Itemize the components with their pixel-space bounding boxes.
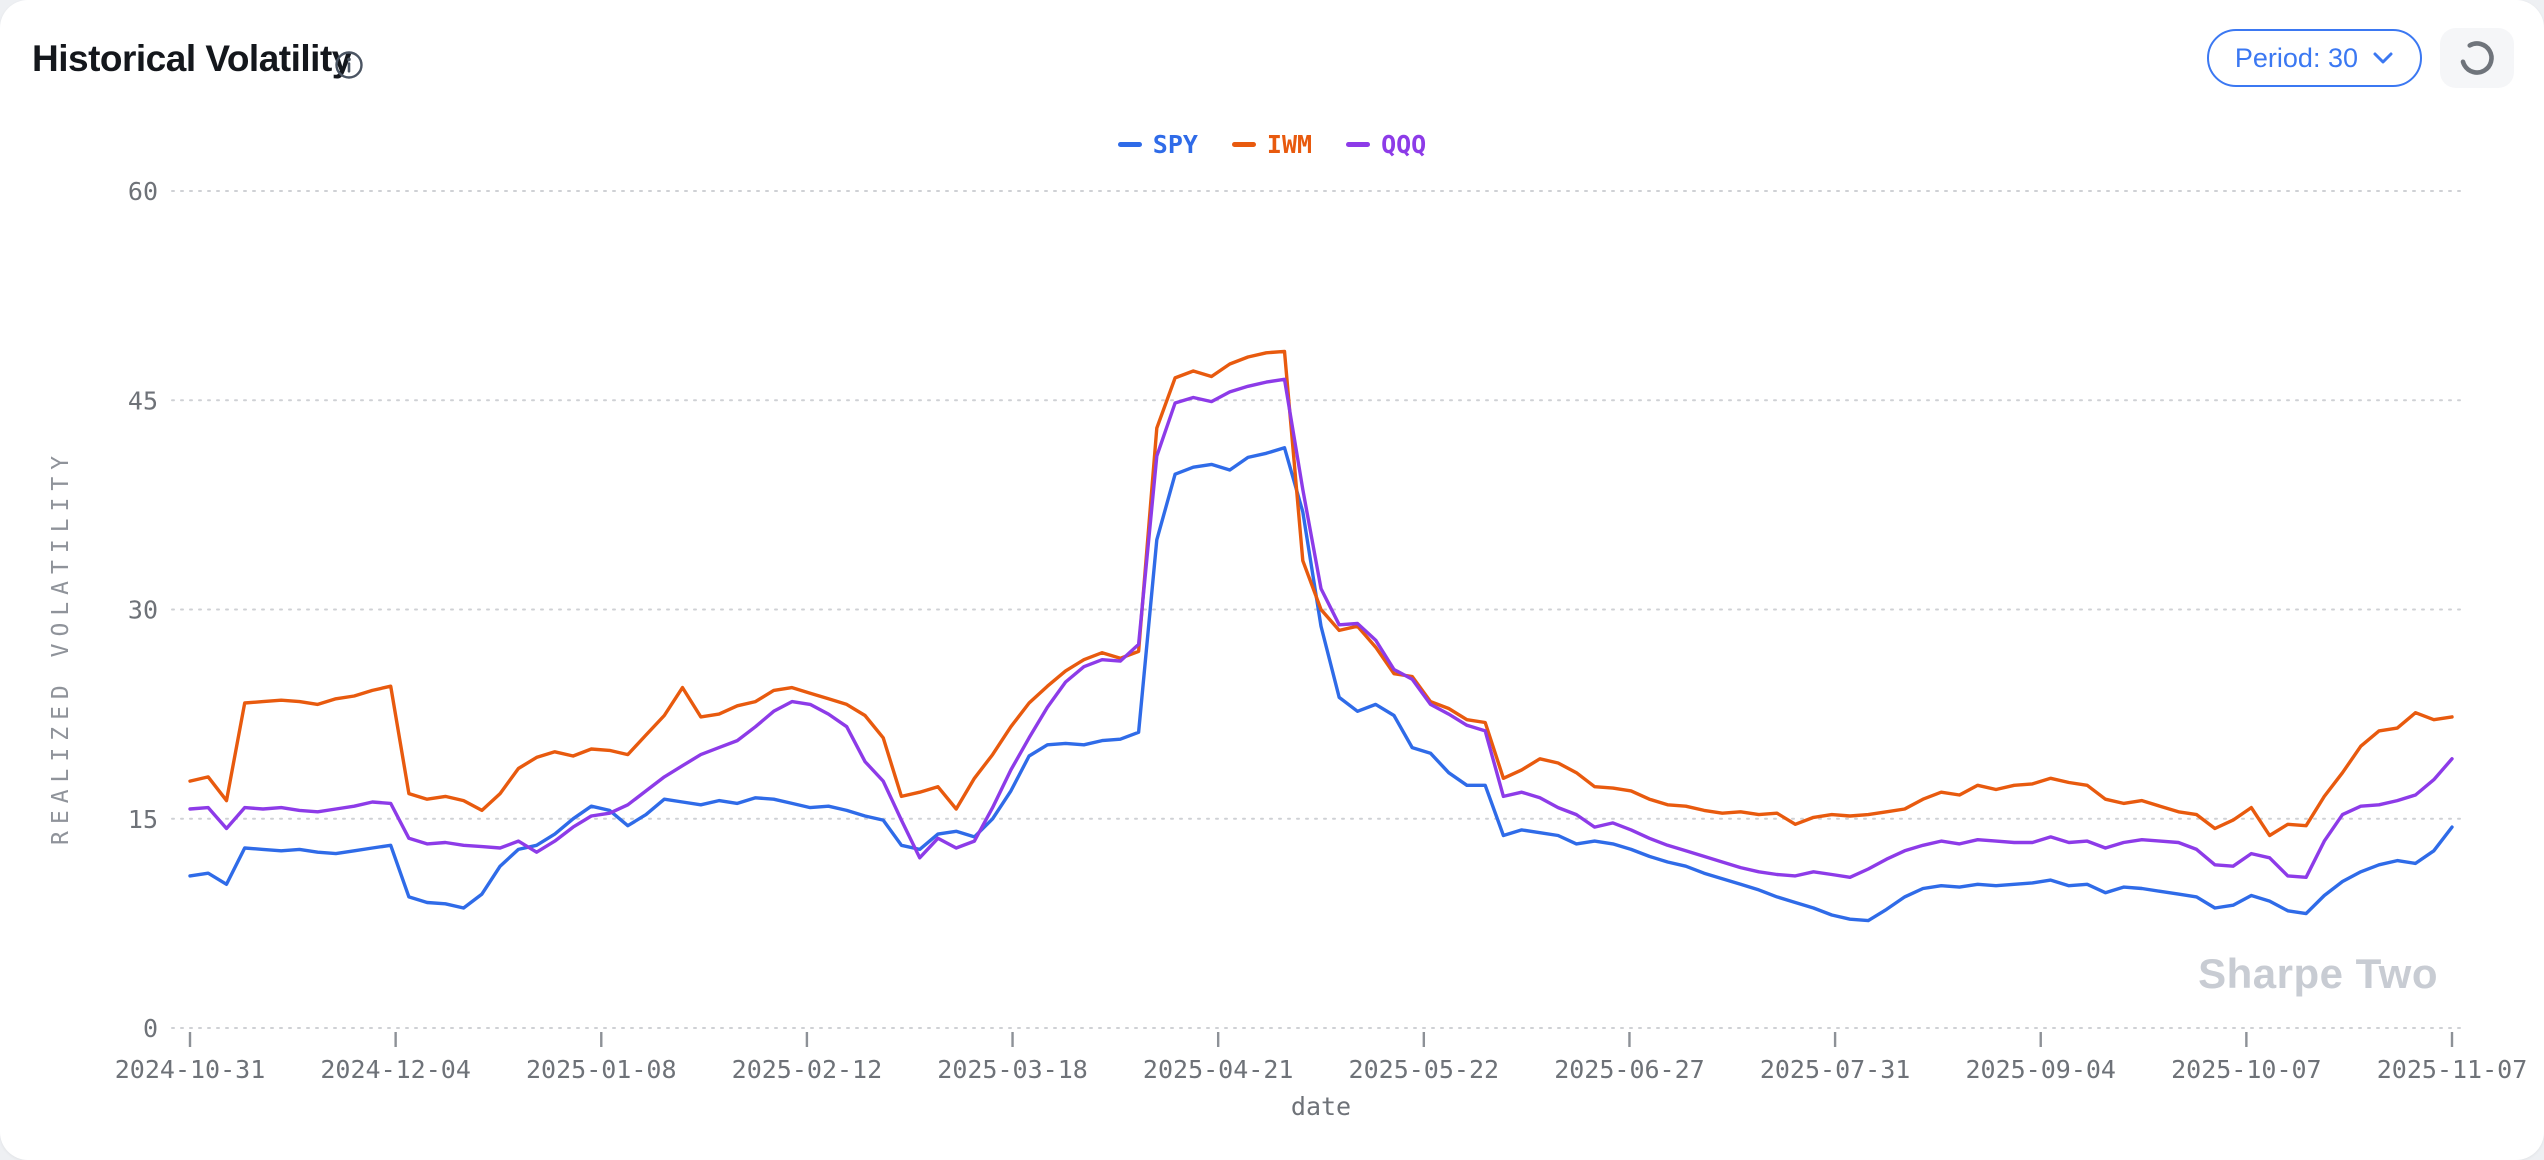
y-tick-label: 45 xyxy=(128,386,158,415)
y-tick-label: 0 xyxy=(143,1014,158,1043)
y-tick-label: 15 xyxy=(128,805,158,834)
legend-dash-icon xyxy=(1346,142,1371,147)
x-axis-title: date xyxy=(1290,1092,1352,1121)
x-tick-label: 2025-11-07 xyxy=(2377,1055,2528,1084)
info-icon-glyph xyxy=(335,51,363,79)
legend-item-qqq[interactable]: QQQ xyxy=(1346,130,1426,159)
y-tick-label: 60 xyxy=(128,177,158,206)
x-tick-label: 2024-10-31 xyxy=(115,1055,266,1084)
watermark: Sharpe Two xyxy=(2198,950,2438,997)
spinner-icon xyxy=(2460,41,2494,75)
y-tick-label: 30 xyxy=(128,596,158,625)
legend-label: SPY xyxy=(1152,130,1198,159)
legend-label: IWM xyxy=(1266,130,1313,159)
period-dropdown-label: Period: 30 xyxy=(2234,42,2358,73)
x-tick-label: 2025-09-04 xyxy=(1965,1055,2116,1084)
period-dropdown[interactable]: Period: 30 xyxy=(2206,29,2422,87)
x-tick-label: 2025-06-27 xyxy=(1554,1055,1705,1084)
x-tick-label: 2025-02-12 xyxy=(732,1055,883,1084)
loading-button[interactable] xyxy=(2440,28,2514,88)
y-axis-title: REALIZED VOLATILITY xyxy=(48,448,74,846)
x-tick-label: 2025-03-18 xyxy=(937,1055,1088,1084)
chart-legend: SPY IWM QQQ xyxy=(0,130,2544,159)
legend-dash-icon xyxy=(1231,142,1256,147)
x-tick-label: 2025-04-21 xyxy=(1143,1055,1294,1084)
legend-item-iwm[interactable]: IWM xyxy=(1231,130,1313,159)
series-line-qqq xyxy=(188,377,2454,879)
legend-item-spy[interactable]: SPY xyxy=(1117,130,1198,159)
series-line-spy xyxy=(188,446,2454,923)
x-tick-label: 2024-12-04 xyxy=(320,1055,471,1084)
series-line-iwm xyxy=(188,349,2454,838)
x-tick-label: 2025-07-31 xyxy=(1760,1055,1911,1084)
info-icon[interactable] xyxy=(334,50,364,80)
legend-dash-icon xyxy=(1117,142,1142,147)
header-controls: Period: 30 xyxy=(2206,28,2514,88)
page-title: Historical Volatility xyxy=(32,38,352,79)
x-tick-label: 2025-01-08 xyxy=(526,1055,677,1084)
x-tick-label: 2025-05-22 xyxy=(1349,1055,1500,1084)
legend-label: QQQ xyxy=(1381,130,1427,159)
chevron-down-icon xyxy=(2373,52,2393,64)
x-tick-label: 2025-10-07 xyxy=(2171,1055,2322,1084)
